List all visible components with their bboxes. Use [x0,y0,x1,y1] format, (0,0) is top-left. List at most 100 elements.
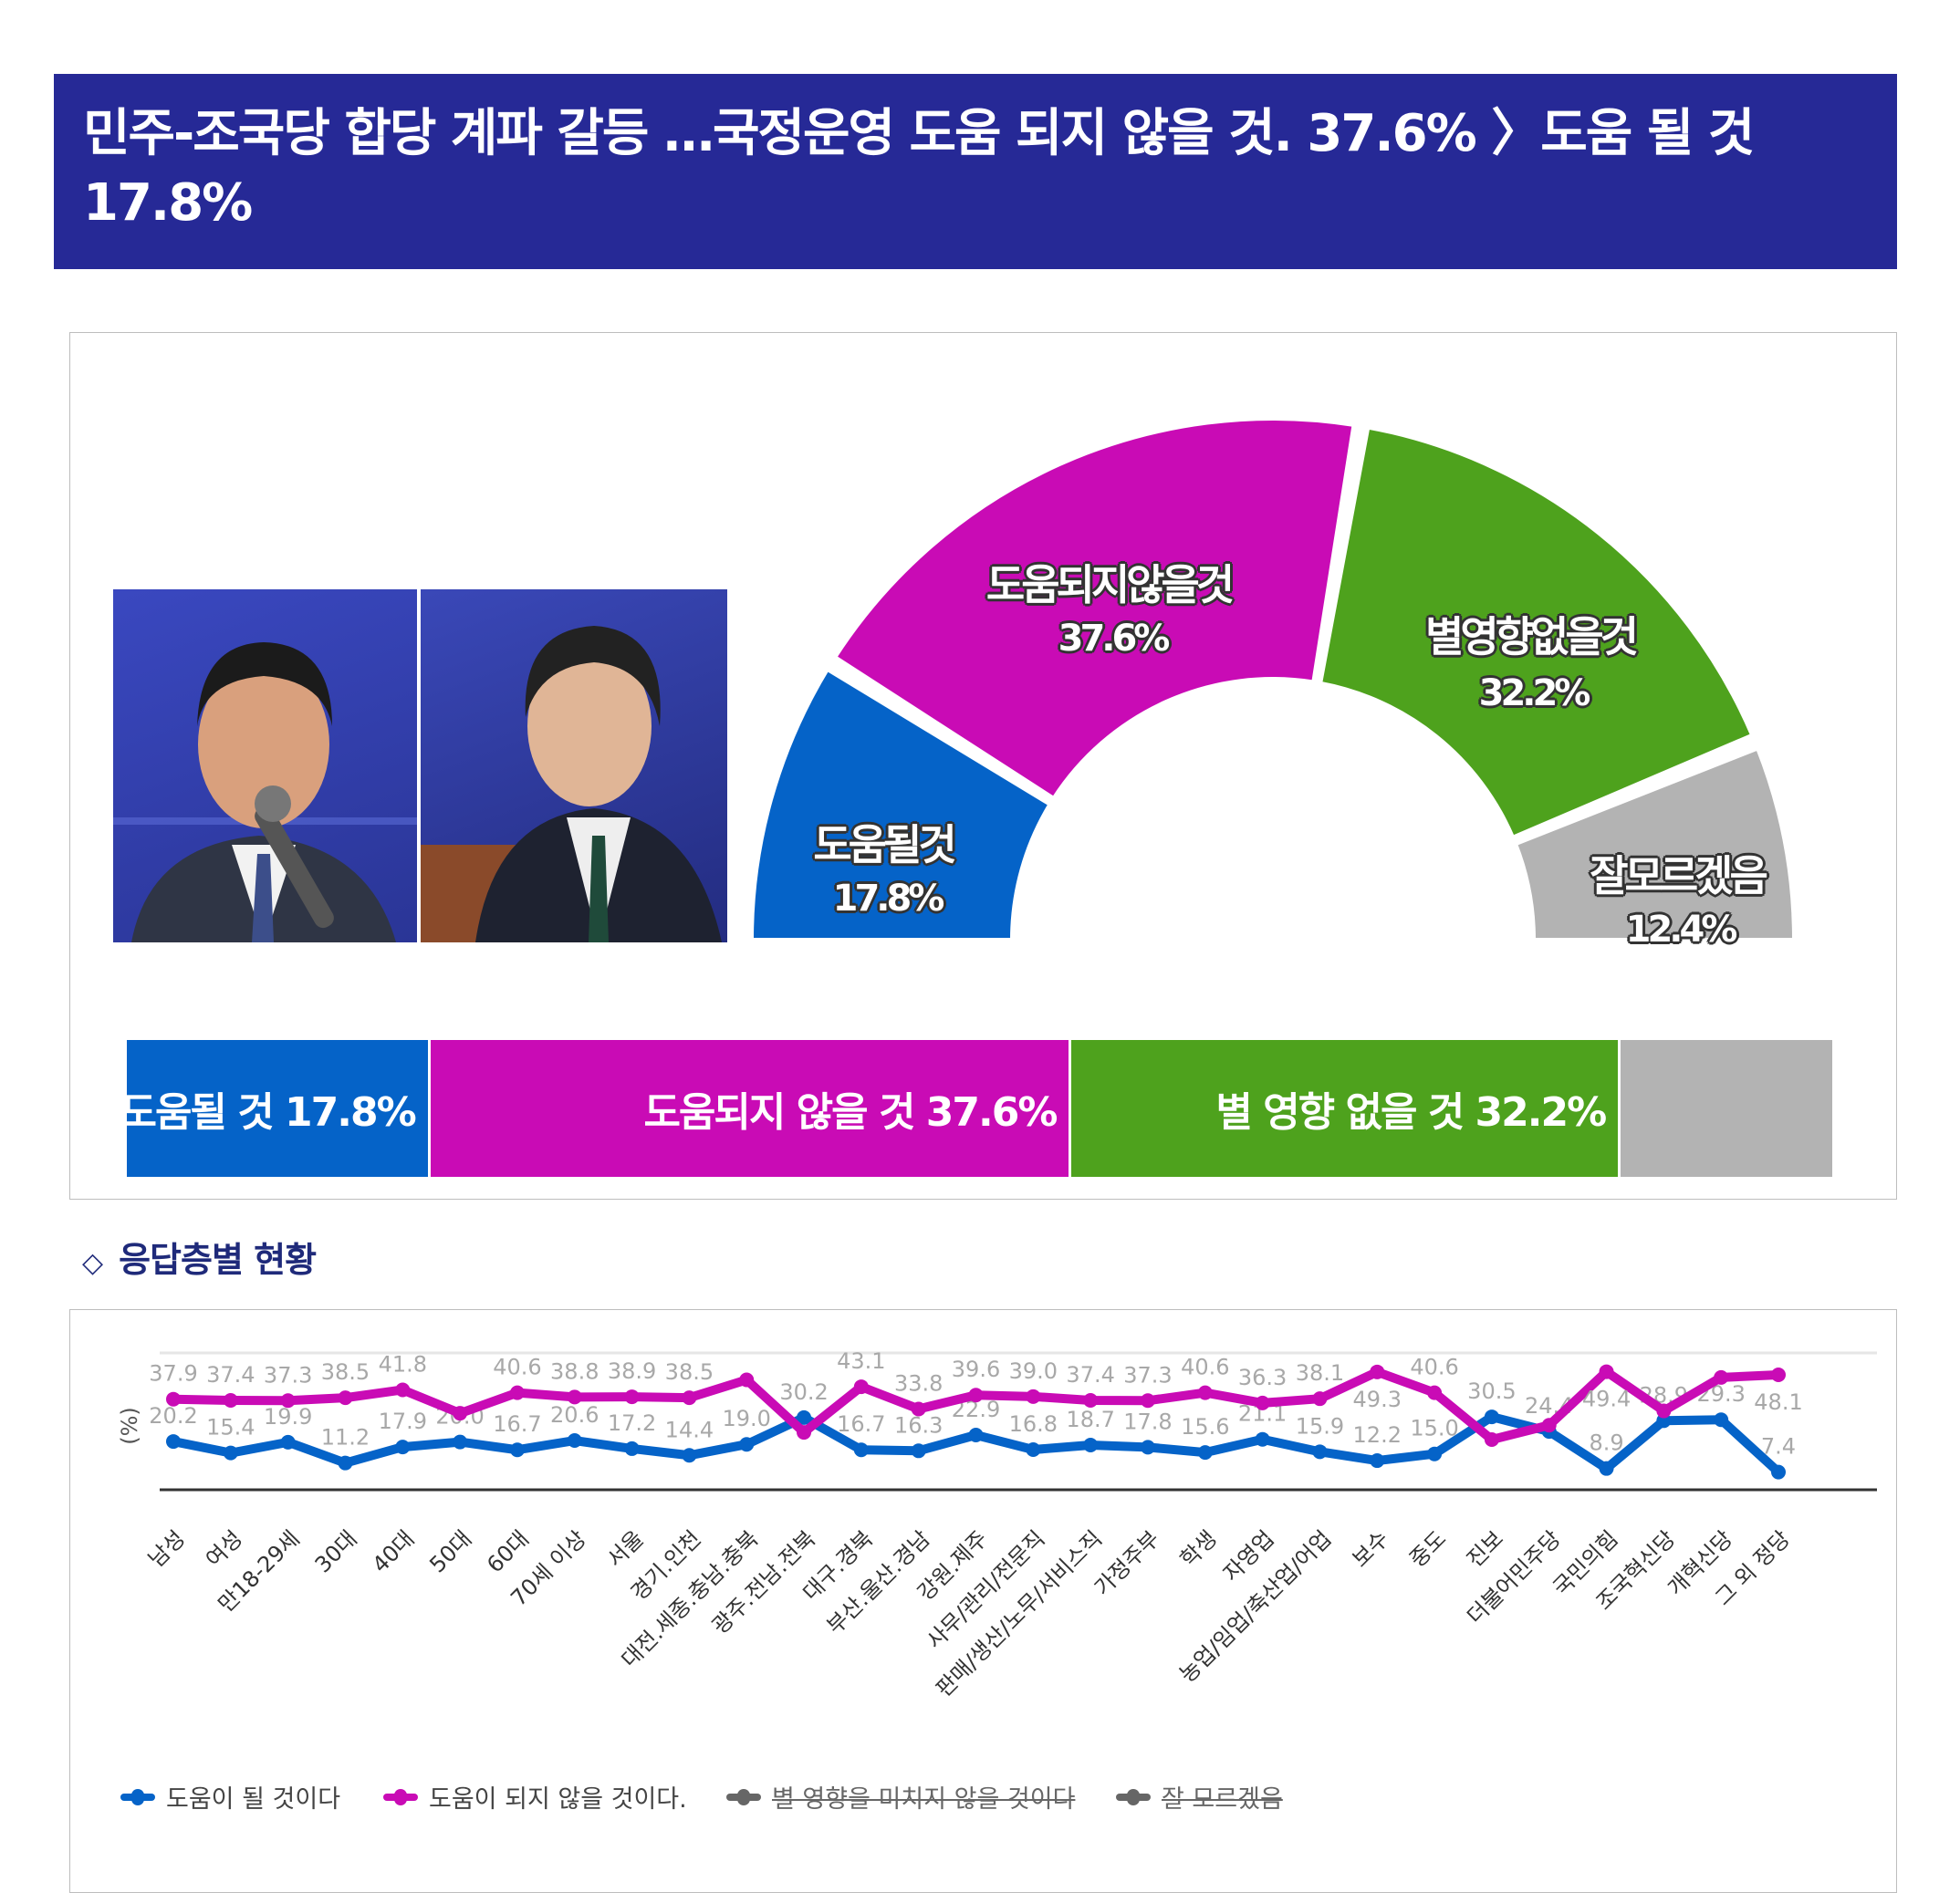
x-tick-label: 40대 [368,1525,420,1577]
data-point [1255,1431,1270,1447]
data-point [624,1441,640,1456]
data-point [1484,1431,1499,1447]
donut-label-help: 도움될것 [813,812,956,872]
data-label: 14.4 [665,1417,714,1442]
data-label: 36.3 [1238,1365,1287,1390]
data-label: 16.7 [493,1411,541,1437]
data-point [682,1448,697,1463]
data-point [567,1389,582,1405]
data-label: 39.6 [952,1357,1000,1382]
donut-label-no-effect: 별영향없을것 [1425,612,1639,661]
segment-name: 도움될것 [813,820,956,869]
x-tick-label: 여성 [201,1525,247,1572]
data-label: 17.9 [379,1409,427,1434]
data-label: 20.6 [550,1402,599,1428]
data-label: 43.1 [837,1348,885,1374]
data-point [1599,1364,1614,1379]
data-label: 16.3 [894,1412,943,1438]
diamond-icon: ◇ [82,1247,103,1279]
data-point [1427,1385,1443,1400]
data-point [797,1409,812,1425]
data-label: 12.2 [1353,1422,1402,1448]
data-label: 16.7 [837,1411,885,1437]
section-title: 응답층별 현황 [119,1240,317,1280]
legend-marker-icon [1116,1788,1151,1805]
legend-item-help[interactable]: 도움이 될 것이다 [120,1779,340,1815]
data-label: 40.6 [493,1355,541,1380]
donut-pct-not-help: 37.6% [1058,618,1171,660]
data-point [509,1442,525,1458]
data-label: 30.2 [779,1379,828,1405]
x-tick-label: 보수 [1347,1525,1393,1572]
data-label: 19.9 [264,1404,312,1430]
data-label: 49.3 [1353,1387,1402,1412]
data-point [1714,1369,1729,1385]
politician-photo-right [421,589,727,942]
stacked-bar-segment-unknown [1621,1040,1832,1177]
legend-marker-icon [120,1788,155,1805]
data-label: 37.4 [1066,1362,1114,1388]
data-point [1140,1393,1155,1409]
donut-pct-help: 17.8% [832,878,945,920]
data-point [280,1393,296,1409]
data-label: 37.9 [149,1361,197,1387]
x-tick-label: 30대 [310,1525,362,1577]
data-point [1484,1409,1499,1425]
data-label: 15.9 [1296,1413,1344,1439]
headline-title: 민주-조국당 합당 계파 갈등 …국정운영 도움 되지 않을 것. 37.6% … [83,104,1755,233]
data-label: 8.9 [1589,1430,1623,1456]
summary-panel [69,332,1897,1200]
data-point [968,1388,984,1403]
data-label: 15.4 [206,1415,255,1441]
data-label: 38.5 [321,1359,370,1385]
x-tick-label: 50대 [424,1525,476,1577]
data-label: 40.6 [1181,1355,1229,1380]
data-point [1714,1412,1729,1428]
data-label: 39.0 [1009,1358,1058,1384]
data-point [166,1391,181,1407]
data-label: 17.8 [1123,1409,1172,1434]
data-point [338,1390,353,1406]
data-point [395,1382,411,1398]
data-point [223,1393,238,1409]
x-tick-label: 중도 [1404,1525,1451,1572]
data-point [280,1434,296,1450]
data-label: 40.6 [1410,1355,1458,1380]
data-label: 20.2 [149,1403,197,1429]
stacked-bar: 도움될 것 17.8% 도움되지 않을 것 37.6% 별 영향 없을 것 32… [120,1040,1832,1177]
data-point [797,1425,812,1441]
data-point [853,1442,869,1458]
data-point [1771,1367,1786,1382]
legend-label: 별 영향을 미치지 않을 것이다 [772,1785,1076,1814]
data-label: 15.0 [1410,1416,1458,1441]
legend-marker-icon [383,1788,418,1805]
x-tick-label: 가정주부 [1089,1525,1164,1600]
headline-banner: 민주-조국당 합당 계파 갈등 …국정운영 도움 되지 않을 것. 37.6% … [54,74,1897,269]
data-point [1312,1391,1328,1407]
x-tick-label: 진보 [1462,1525,1508,1572]
data-point [1255,1395,1270,1410]
data-point [1656,1403,1672,1419]
y-axis-label: (%) [117,1407,142,1445]
data-point [1197,1385,1213,1400]
data-label: 30.5 [1467,1378,1516,1404]
data-label: 19.0 [722,1406,770,1431]
data-point [1197,1445,1213,1461]
data-point [911,1443,926,1459]
data-point [567,1433,582,1449]
data-point [739,1372,755,1388]
stacked-bar-segment-help: 도움될 것 17.8% [120,1040,431,1177]
data-label: 48.1 [1754,1389,1802,1415]
data-point [453,1434,468,1450]
data-label: 38.5 [665,1359,714,1385]
data-point [395,1440,411,1455]
legend-item-unknown[interactable]: 잘 모르겠음 [1116,1779,1283,1815]
legend-item-no-effect[interactable]: 별 영향을 미치지 않을 것이다 [726,1779,1075,1815]
data-point [1427,1446,1443,1461]
politician-photo-left [113,589,417,942]
data-label: 37.3 [1123,1362,1172,1388]
data-point [739,1437,755,1452]
data-label: 16.8 [1009,1411,1058,1437]
legend-item-not-help[interactable]: 도움이 되지 않을 것이다. [383,1779,687,1815]
data-point [1771,1464,1786,1480]
